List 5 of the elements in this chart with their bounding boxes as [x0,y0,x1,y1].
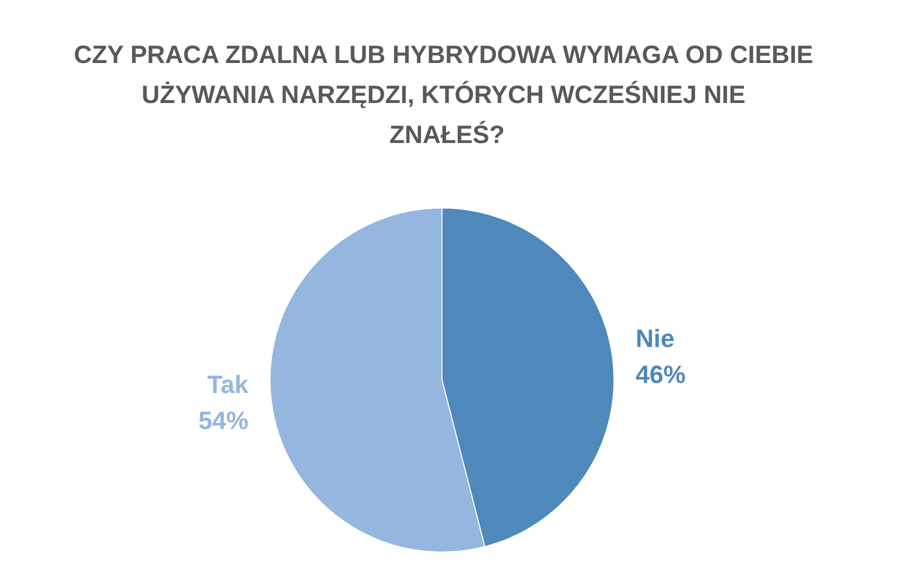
data-label: 46% [636,361,686,390]
slice-label: Tak [207,370,249,399]
chart-title: CZY PRACA ZDALNA LUB HYBRYDOWA WYMAGA OD CIEBIE UŻYWANIA NARZĘDZI, KTÓRYCH WCZEŚNIEJ NIE ZNAŁEŚ? [74,41,820,149]
data-label: 54% [198,406,248,435]
slice-label: Nie [636,325,675,354]
